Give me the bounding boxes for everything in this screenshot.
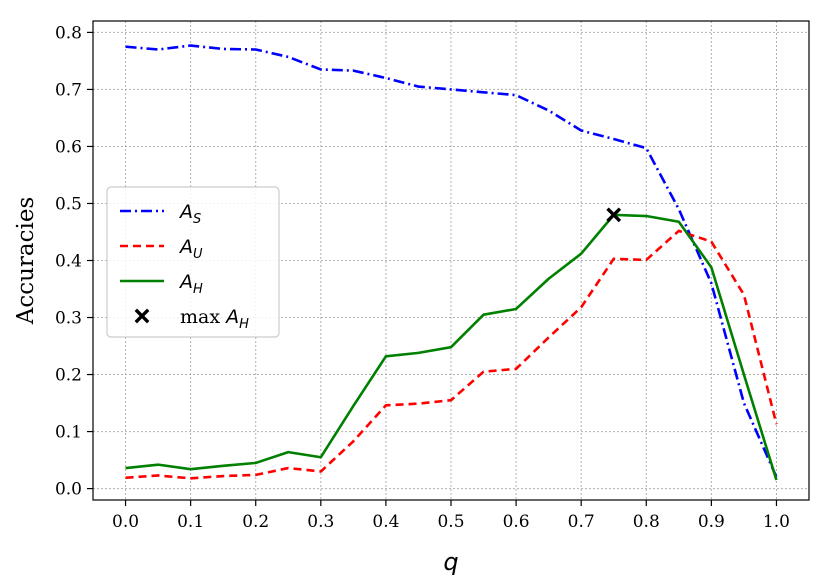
y-tick-label: 0.2 [55,366,82,386]
markers [606,207,622,223]
x-tick-label: 0.1 [177,512,204,532]
y-tick-label: 0.8 [55,23,82,43]
y-axis-label: Accuracies [13,197,39,326]
max-marker [606,207,622,223]
x-tick-label: 0.3 [307,512,334,532]
x-tick-label: 0.4 [372,512,399,532]
x-tick-label: 0.5 [437,512,464,532]
series-line-s [125,44,778,478]
x-axis-label: q [443,548,458,576]
legend-box [106,186,280,338]
x-axis-ticks: 0.0 0.1 0.2 0.3 0.4 0.5 0.6 0.7 0.8 0.9 1.0 [112,500,790,532]
legend-label-max: max AH [180,306,249,332]
series-line-h [125,213,778,481]
y-tick-label: 0.5 [55,194,82,214]
y-tick-label: 0.1 [55,423,82,443]
y-tick-label: 0.6 [55,137,82,157]
x-tick-label: 0.7 [568,512,595,532]
y-tick-label: 0.3 [55,309,82,329]
y-tick-label: 0.4 [55,252,82,272]
x-tick-label: 0.8 [633,512,660,532]
grid-lines [93,21,809,500]
y-tick-label: 0.0 [55,480,82,500]
x-tick-label: 0.6 [503,512,530,532]
x-tick-label: 0.9 [698,512,725,532]
x-tick-label: 1.0 [763,512,790,532]
series-line-u [125,229,778,480]
x-tick-label: 0.2 [242,512,269,532]
legend-swatch-max [134,308,150,324]
series-lines [125,44,778,481]
x-tick-label: 0.0 [112,512,139,532]
y-axis-ticks: 0.0 0.1 0.2 0.3 0.4 0.5 0.6 0.7 0.8 [55,23,93,500]
y-tick-label: 0.7 [55,80,82,100]
